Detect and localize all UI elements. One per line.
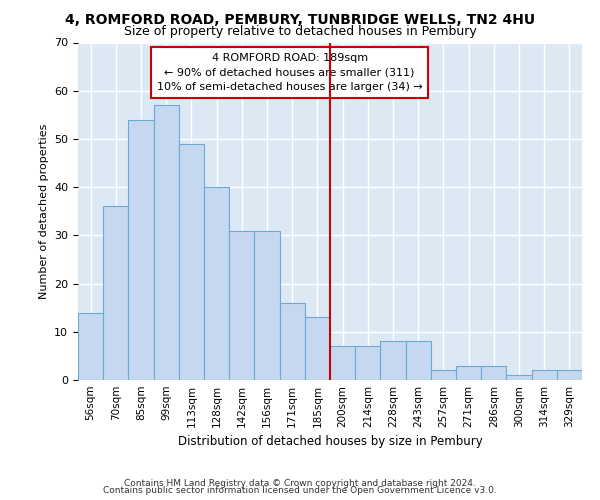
Y-axis label: Number of detached properties: Number of detached properties bbox=[38, 124, 49, 299]
Bar bbox=[380, 342, 406, 380]
Bar bbox=[456, 366, 481, 380]
Bar bbox=[179, 144, 204, 380]
Bar bbox=[481, 366, 506, 380]
Text: Contains public sector information licensed under the Open Government Licence v3: Contains public sector information licen… bbox=[103, 486, 497, 495]
Text: 4 ROMFORD ROAD: 189sqm
← 90% of detached houses are smaller (311)
10% of semi-de: 4 ROMFORD ROAD: 189sqm ← 90% of detached… bbox=[157, 52, 422, 92]
Bar bbox=[204, 187, 229, 380]
X-axis label: Distribution of detached houses by size in Pembury: Distribution of detached houses by size … bbox=[178, 436, 482, 448]
Text: 4, ROMFORD ROAD, PEMBURY, TUNBRIDGE WELLS, TN2 4HU: 4, ROMFORD ROAD, PEMBURY, TUNBRIDGE WELL… bbox=[65, 12, 535, 26]
Bar bbox=[431, 370, 456, 380]
Text: Size of property relative to detached houses in Pembury: Size of property relative to detached ho… bbox=[124, 25, 476, 38]
Bar bbox=[305, 318, 330, 380]
Bar bbox=[78, 312, 103, 380]
Bar bbox=[330, 346, 355, 380]
Bar bbox=[103, 206, 128, 380]
Bar bbox=[254, 230, 280, 380]
Bar bbox=[154, 105, 179, 380]
Bar bbox=[532, 370, 557, 380]
Bar bbox=[280, 303, 305, 380]
Bar bbox=[406, 342, 431, 380]
Bar bbox=[128, 120, 154, 380]
Bar bbox=[355, 346, 380, 380]
Bar bbox=[557, 370, 582, 380]
Bar bbox=[229, 230, 254, 380]
Bar bbox=[506, 375, 532, 380]
Text: Contains HM Land Registry data © Crown copyright and database right 2024.: Contains HM Land Registry data © Crown c… bbox=[124, 478, 476, 488]
